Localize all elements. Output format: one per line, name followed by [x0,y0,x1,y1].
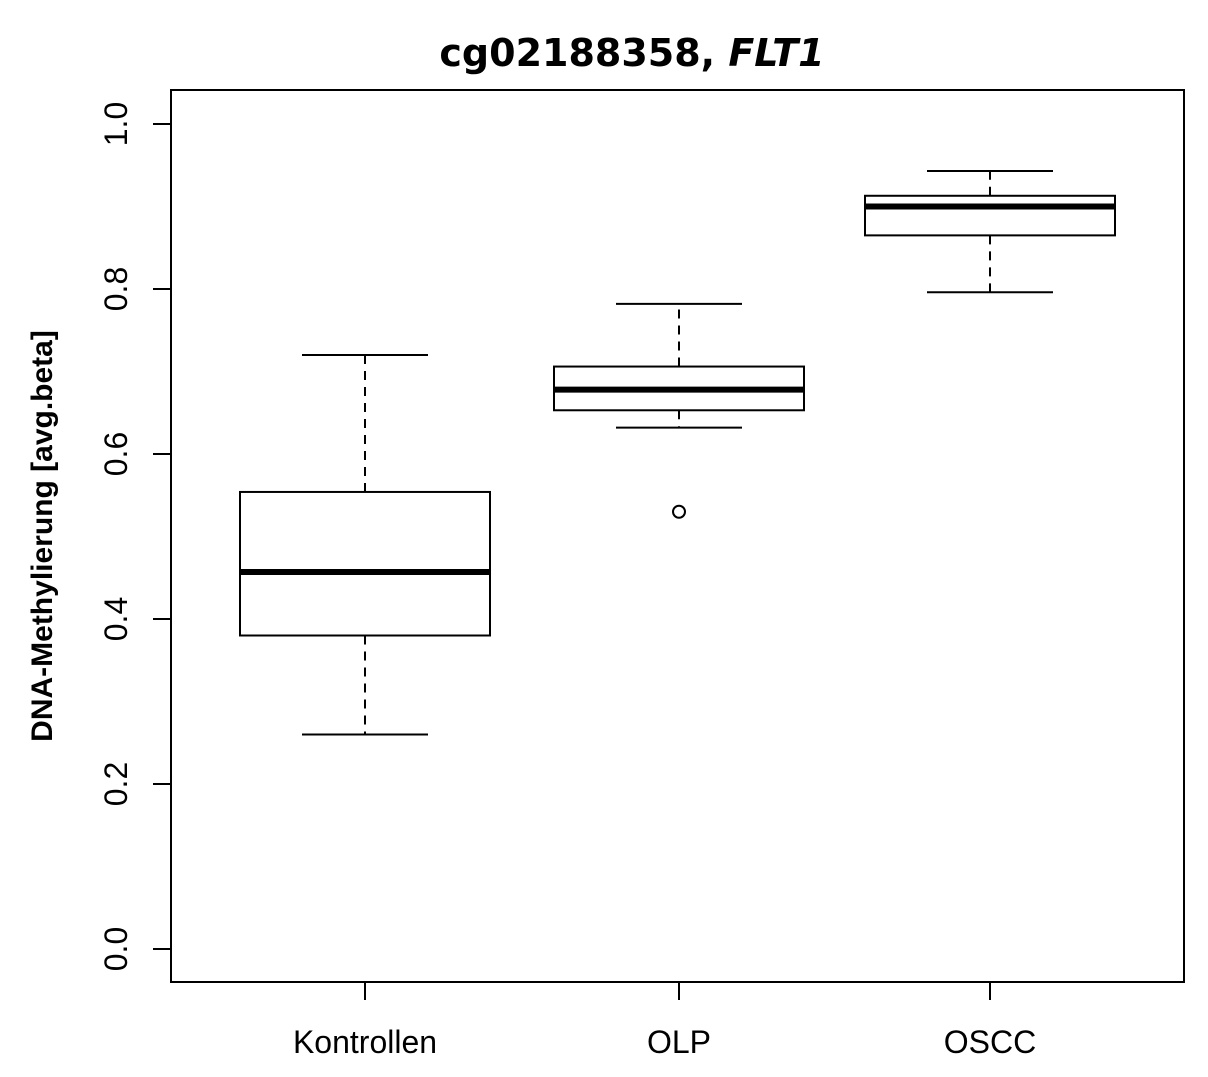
y-tick-label: 0.8 [98,267,134,311]
y-tick-label: 1.0 [98,102,134,146]
box-iqr [864,194,1116,237]
boxes [239,170,1116,736]
x-tick-label: OSCC [944,1024,1036,1060]
chart-title-gene: FLT1 [728,31,824,75]
box-oscc [864,170,1116,294]
chart-title-main: cg02188358, [439,31,728,75]
y-tick-label: 0.2 [98,762,134,806]
y-tick-label: 0.6 [98,432,134,476]
x-axis: Kontrollen OLP OSCC [293,982,1036,1060]
plot-frame [170,89,1185,983]
y-axis: 0.0 0.2 0.4 0.6 0.8 1.0 [98,102,171,971]
chart-title: cg02188358, FLT1 [439,31,824,75]
y-tick-label: 0.4 [98,597,134,641]
x-tick-label: Kontrollen [293,1024,437,1060]
y-tick-label: 0.0 [98,927,134,971]
y-axis-label: DNA-Methylierung [avg.beta] [26,330,59,742]
box-olp [553,302,805,519]
box-kontrollen [239,354,491,736]
outlier-point [672,504,686,519]
x-tick-label: OLP [647,1024,711,1060]
box-iqr [239,490,491,637]
